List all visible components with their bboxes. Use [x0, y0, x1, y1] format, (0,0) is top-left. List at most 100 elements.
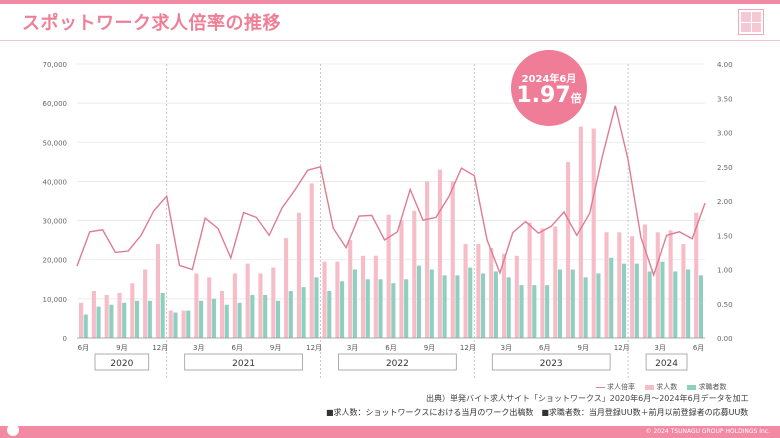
- bar-jobs: [476, 244, 481, 338]
- bar-jobs: [143, 269, 148, 338]
- bar-applicants: [481, 273, 486, 338]
- source-text: 出典）単発バイト求人サイト「ショットワークス」2020年6月〜2024年6月デー…: [426, 394, 749, 403]
- bar-jobs: [386, 214, 391, 338]
- x-tick-label: 9月: [270, 344, 281, 352]
- year-box: [184, 353, 303, 371]
- y-right-tick-label: 4.00: [717, 61, 733, 69]
- bar-jobs: [437, 169, 442, 338]
- year-label: 2021: [232, 359, 255, 369]
- bar-applicants: [147, 300, 152, 338]
- bar-applicants: [468, 267, 473, 338]
- bar-jobs: [79, 302, 84, 338]
- y-right-tick-label: 2.00: [717, 198, 733, 206]
- bar-applicants: [186, 310, 191, 338]
- year-label: 2024: [655, 359, 678, 369]
- legend-ratio: 求人倍率: [596, 383, 635, 391]
- bar-applicants: [391, 283, 396, 338]
- bar-jobs: [219, 291, 225, 338]
- y-right-tick-label: 3.50: [717, 95, 733, 103]
- ratio-line: [76, 105, 706, 278]
- bar-applicants: [237, 302, 242, 338]
- bar-applicants: [519, 285, 524, 338]
- x-tick-label: 3月: [193, 344, 204, 352]
- year-box: [491, 353, 611, 371]
- bar-jobs: [655, 232, 660, 338]
- bar-applicants: [416, 265, 422, 338]
- bar-applicants: [506, 277, 511, 338]
- bar-applicants: [83, 314, 88, 338]
- bar-jobs: [117, 292, 122, 338]
- bar-jobs: [501, 253, 507, 338]
- chart-legend: 求人倍率 求人数 求職者数: [596, 382, 726, 392]
- bar-applicants: [109, 304, 114, 338]
- bar-applicants: [314, 277, 319, 338]
- x-tick-label: 9月: [116, 344, 127, 352]
- bar-applicants: [609, 257, 614, 338]
- x-tick-label: 3月: [347, 344, 358, 352]
- bar-applicants: [199, 300, 204, 338]
- bar-applicants: [647, 271, 652, 338]
- bar-jobs: [348, 240, 353, 338]
- bar-applicants: [570, 269, 575, 338]
- bar-jobs: [130, 283, 135, 338]
- bar-applicants: [442, 275, 447, 338]
- bar-applicants: [660, 261, 665, 338]
- bar-jobs: [245, 263, 250, 338]
- y-left-tick-label: 30,000: [43, 218, 68, 226]
- bar-applicants: [557, 269, 563, 338]
- year-box: [645, 353, 688, 371]
- bar-applicants: [493, 271, 498, 338]
- year-label: 2020: [110, 359, 133, 369]
- x-tick-label: 12月: [614, 344, 630, 352]
- bar-jobs: [591, 128, 596, 338]
- bar-applicants: [160, 292, 165, 338]
- bar-jobs: [271, 267, 276, 338]
- bar-jobs: [194, 273, 199, 338]
- bar-applicants: [634, 263, 639, 338]
- bar-applicants: [404, 279, 409, 338]
- x-tick-label: 3月: [501, 344, 512, 352]
- bar-jobs: [566, 161, 571, 338]
- bar-jobs: [617, 232, 622, 338]
- x-tick-label: 12月: [460, 344, 476, 352]
- y-right-tick-label: 2.50: [717, 164, 733, 172]
- bar-jobs: [335, 261, 340, 338]
- top-accent-bar: [0, 0, 780, 4]
- bar-jobs: [322, 261, 327, 338]
- footer-bar: [0, 426, 780, 438]
- y-left-tick-label: 70,000: [43, 61, 68, 69]
- year-box: [338, 353, 457, 371]
- bar-applicants: [686, 269, 691, 338]
- bar-applicants: [173, 312, 178, 338]
- y-left-tick-label: 10,000: [43, 296, 68, 304]
- bar-applicants: [122, 302, 127, 338]
- year-label: 2022: [386, 359, 409, 369]
- bar-jobs: [155, 244, 161, 338]
- bar-applicants: [545, 285, 550, 338]
- bar-applicants: [275, 300, 281, 338]
- bar-jobs: [540, 228, 545, 338]
- bar-jobs: [578, 126, 583, 338]
- bar-jobs: [463, 244, 468, 338]
- bar-jobs: [168, 310, 173, 338]
- bar-applicants: [134, 300, 140, 338]
- bar-jobs: [630, 236, 635, 338]
- bar-jobs: [309, 183, 314, 338]
- legend-jobs: 求人数: [645, 383, 677, 391]
- bar-jobs: [425, 181, 430, 338]
- callout-unit: 倍: [570, 92, 582, 105]
- company-logo: [738, 9, 764, 35]
- y-right-tick-label: 1.50: [717, 232, 733, 240]
- bar-jobs: [681, 244, 686, 338]
- ratio-callout-badge: 2024年6月 1.97倍: [511, 50, 587, 126]
- bar-applicants: [327, 291, 332, 338]
- bar-applicants: [250, 294, 255, 338]
- bar-applicants: [698, 275, 703, 338]
- year-box: [94, 353, 150, 371]
- bar-jobs: [207, 277, 212, 338]
- callout-value: 1.97倍: [516, 83, 582, 108]
- bar-applicants: [596, 273, 601, 338]
- y-left-tick-label: 20,000: [43, 257, 68, 265]
- bar-jobs: [694, 212, 699, 338]
- bar-applicants: [455, 275, 460, 338]
